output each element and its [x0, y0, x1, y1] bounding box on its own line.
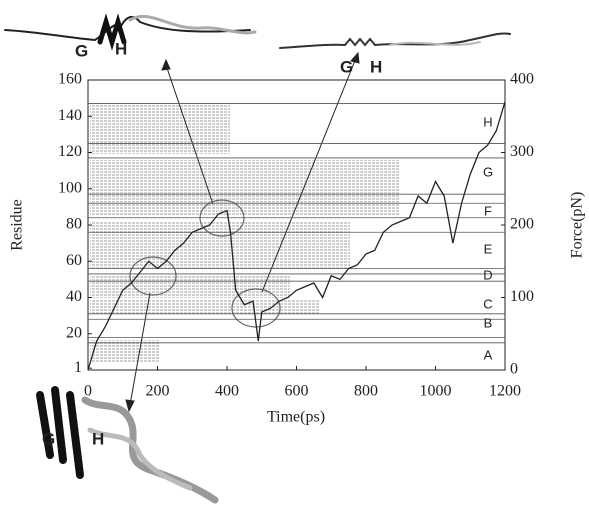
y-tick-label: 60	[66, 252, 82, 269]
x-tick-label: 200	[146, 383, 170, 400]
region-label: D	[483, 267, 492, 282]
annotation: H	[92, 429, 104, 448]
y2-tick-label: 100	[510, 288, 534, 305]
annotation: G	[340, 57, 353, 76]
x-tick-label: 1000	[420, 383, 452, 400]
x-tick-label: 0	[84, 383, 92, 400]
y2-tick-label: 0	[510, 361, 518, 378]
x-tick-label: 800	[354, 383, 378, 400]
y2-tick-label: 200	[510, 216, 534, 233]
y-tick-label: 140	[58, 107, 82, 124]
x-tick-label: 400	[215, 383, 239, 400]
y2-tick-label: 400	[510, 71, 534, 88]
force-line	[87, 101, 506, 371]
y-tick-label: 80	[66, 216, 82, 233]
region-label: A	[484, 347, 493, 362]
y2-tick-label: 300	[510, 143, 534, 160]
x-tick-label: 1200	[489, 383, 521, 400]
y-axis-label: Residue	[9, 199, 26, 251]
annotation: G	[75, 41, 88, 60]
annotation: G	[42, 429, 55, 448]
x-axis-label: Time(ps)	[267, 409, 325, 426]
annotation: H	[115, 39, 127, 58]
region-label: C	[483, 296, 492, 311]
y-tick-label: 160	[58, 71, 82, 88]
region-label: E	[484, 241, 493, 256]
region-label: B	[484, 315, 493, 330]
y-tick-label: 100	[58, 179, 82, 196]
contact-map	[90, 104, 400, 362]
protein-structures	[4, 13, 511, 504]
arrows	[125, 51, 360, 413]
y-tick-label: 40	[66, 288, 82, 305]
region-label: H	[483, 114, 492, 129]
y2-axis-label: Force(pN)	[569, 192, 586, 259]
x-tick-label: 600	[285, 383, 309, 400]
y-tick-label: 1	[74, 359, 82, 376]
annotation: H	[370, 57, 382, 76]
region-label: F	[484, 203, 492, 218]
y-tick-label: 20	[66, 324, 82, 341]
region-label: G	[483, 164, 493, 179]
y-tick-label: 120	[58, 143, 82, 160]
